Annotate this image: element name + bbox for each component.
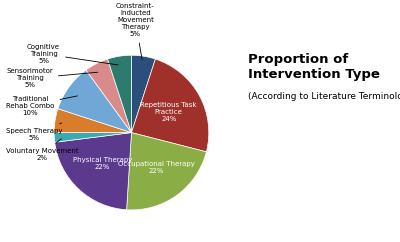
Wedge shape (55, 133, 132, 210)
Text: Traditional
Rehab Combo
10%: Traditional Rehab Combo 10% (6, 96, 78, 115)
Text: Physical Therapy
22%: Physical Therapy 22% (73, 157, 132, 170)
Text: Speech Therapy
5%: Speech Therapy 5% (6, 123, 63, 141)
Text: Repetitious Task
Practice
24%: Repetitious Task Practice 24% (140, 102, 197, 122)
Text: (According to Literature Terminology): (According to Literature Terminology) (248, 92, 400, 101)
Text: Sensorimotor
Training
5%: Sensorimotor Training 5% (6, 68, 98, 89)
Text: Occupational Therapy
22%: Occupational Therapy 22% (118, 160, 195, 174)
Wedge shape (132, 59, 209, 152)
Wedge shape (86, 59, 132, 133)
Wedge shape (108, 55, 132, 133)
Wedge shape (132, 55, 155, 133)
Text: Voluntary Movement
2%: Voluntary Movement 2% (6, 139, 79, 161)
Wedge shape (127, 133, 206, 210)
Text: Cognitive
Training
5%: Cognitive Training 5% (27, 44, 118, 65)
Wedge shape (54, 109, 132, 133)
Wedge shape (58, 70, 132, 133)
Text: Proportion of Intervention Type: Proportion of Intervention Type (248, 53, 380, 81)
Text: Constraint-
Inducted
Movement
Therapy
5%: Constraint- Inducted Movement Therapy 5% (116, 3, 155, 60)
Wedge shape (54, 133, 132, 142)
